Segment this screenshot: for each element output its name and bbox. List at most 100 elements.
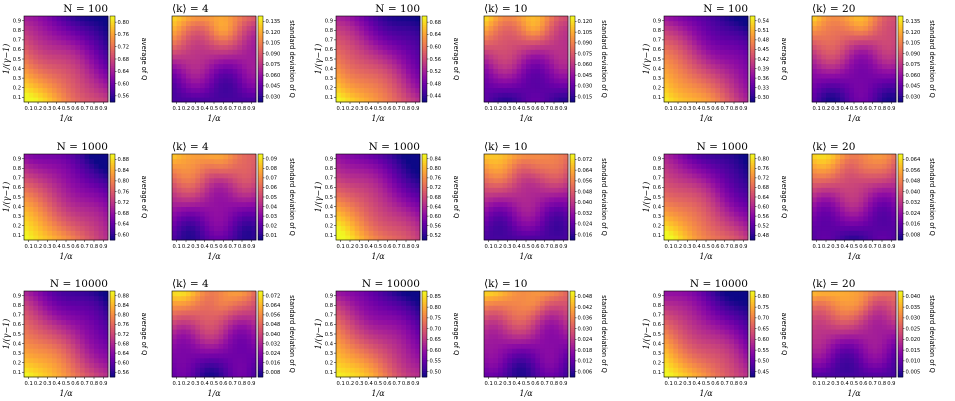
heatmap-cell xyxy=(540,97,546,103)
heatmap-cell xyxy=(33,177,39,184)
heatmap-cell xyxy=(103,220,109,227)
heatmap-cell xyxy=(98,73,104,79)
heatmap-cell xyxy=(378,158,384,164)
heatmap-cell xyxy=(664,16,670,22)
heatmap-cell xyxy=(214,78,220,84)
heatmap-cell xyxy=(345,163,351,169)
heatmap-cell xyxy=(345,87,351,93)
heatmap-cell xyxy=(28,78,34,84)
heatmap-cell xyxy=(204,177,210,184)
heatmap-cell xyxy=(835,87,841,93)
heatmap-cell xyxy=(535,82,541,89)
colorbar-segment xyxy=(750,181,755,185)
heatmap-cell xyxy=(368,220,374,227)
heatmap-cell xyxy=(738,82,744,89)
heatmap-cell xyxy=(401,39,407,46)
heatmap-cell xyxy=(692,49,698,55)
heatmap-cell xyxy=(410,187,416,193)
y-tick-label: 0.8 xyxy=(653,166,661,172)
heatmap-cell xyxy=(410,54,416,60)
heatmap-cell xyxy=(204,97,210,103)
heatmap-cell xyxy=(563,163,569,169)
colorbar-segment xyxy=(898,74,903,77)
heatmap-cell xyxy=(891,68,897,74)
heatmap-cell xyxy=(218,82,224,89)
heatmap-cell xyxy=(350,206,356,212)
heatmap-cell xyxy=(204,25,210,31)
heatmap-cell xyxy=(521,39,527,46)
heatmap-cell xyxy=(734,20,740,26)
colorbar-segment xyxy=(258,97,263,101)
heatmap-cell xyxy=(882,73,888,79)
colorbar-tick-label: 0.56 xyxy=(430,223,442,229)
colorbar-segment xyxy=(110,28,115,32)
heatmap-cell xyxy=(47,68,53,74)
heatmap-cell xyxy=(558,235,564,241)
heatmap-cell xyxy=(701,16,707,22)
heatmap-cell xyxy=(687,87,693,93)
heatmap-cell xyxy=(186,206,192,212)
heatmap-cell xyxy=(738,59,744,65)
heatmap-cell xyxy=(378,177,384,184)
colorbar-segment xyxy=(110,199,115,202)
x-tick-label: 0.9 xyxy=(99,244,107,250)
heatmap-cell xyxy=(507,35,513,41)
colorbar-segment xyxy=(422,194,427,198)
heatmap-cell xyxy=(563,73,569,79)
heatmap-cell xyxy=(42,92,48,98)
heatmap-cell xyxy=(214,235,220,241)
heatmap-cell xyxy=(821,39,827,46)
heatmap-cell xyxy=(392,30,398,36)
x-tick-label: 0.1 xyxy=(813,244,821,250)
heatmap-cell xyxy=(354,192,360,198)
heatmap-cell xyxy=(678,235,684,241)
heatmap-cell xyxy=(415,92,421,98)
heatmap-cell xyxy=(840,59,846,65)
heatmap-cell xyxy=(521,35,527,41)
heatmap-cell xyxy=(28,367,34,373)
heatmap-cell xyxy=(664,44,670,50)
heatmap-cell xyxy=(830,235,836,241)
colorbar-segment xyxy=(110,220,115,224)
heatmap-cell xyxy=(812,63,818,69)
heatmap-cell xyxy=(176,20,182,26)
heatmap-cell xyxy=(734,25,740,31)
y-tick-label: 0.7 xyxy=(653,176,661,182)
heatmap-cell xyxy=(28,230,34,236)
heatmap-cell xyxy=(812,68,818,74)
heatmap-cell xyxy=(218,92,224,98)
heatmap-cell xyxy=(406,197,412,203)
heatmap-cell xyxy=(33,168,39,174)
heatmap-cell xyxy=(516,87,522,93)
heatmap-cell xyxy=(493,201,499,207)
heatmap-cell xyxy=(668,206,674,212)
x-tick-label: 0.5 xyxy=(374,244,382,250)
heatmap-cell xyxy=(406,201,412,207)
heatmap-cell xyxy=(345,211,351,217)
heatmap-cell xyxy=(214,35,220,41)
heatmap-cell xyxy=(835,49,841,55)
heatmap-cell xyxy=(89,192,95,198)
heatmap-cell xyxy=(516,216,522,222)
heatmap-cell xyxy=(554,97,560,103)
heatmap-cell xyxy=(743,163,749,169)
heatmap-cell xyxy=(563,92,569,98)
heatmap-cell xyxy=(734,216,740,222)
heatmap-cell xyxy=(70,30,76,36)
heatmap-cell xyxy=(89,68,95,74)
heatmap-cell xyxy=(710,206,716,212)
heatmap-cell xyxy=(378,63,384,69)
heatmap-cell xyxy=(863,220,869,227)
x-tick-label: 0.5 xyxy=(850,106,858,112)
heatmap-cell xyxy=(891,230,897,236)
heatmap-cell xyxy=(502,211,508,217)
heatmap-cell xyxy=(720,49,726,55)
heatmap-cell xyxy=(738,92,744,98)
heatmap-cell xyxy=(678,163,684,169)
heatmap-cell xyxy=(28,44,34,50)
heatmap-cell xyxy=(549,73,555,79)
colorbar-segment xyxy=(750,190,755,194)
heatmap-cell xyxy=(200,225,206,231)
y-tick-label: 0.5 xyxy=(325,195,333,201)
heatmap-cell xyxy=(715,206,721,212)
